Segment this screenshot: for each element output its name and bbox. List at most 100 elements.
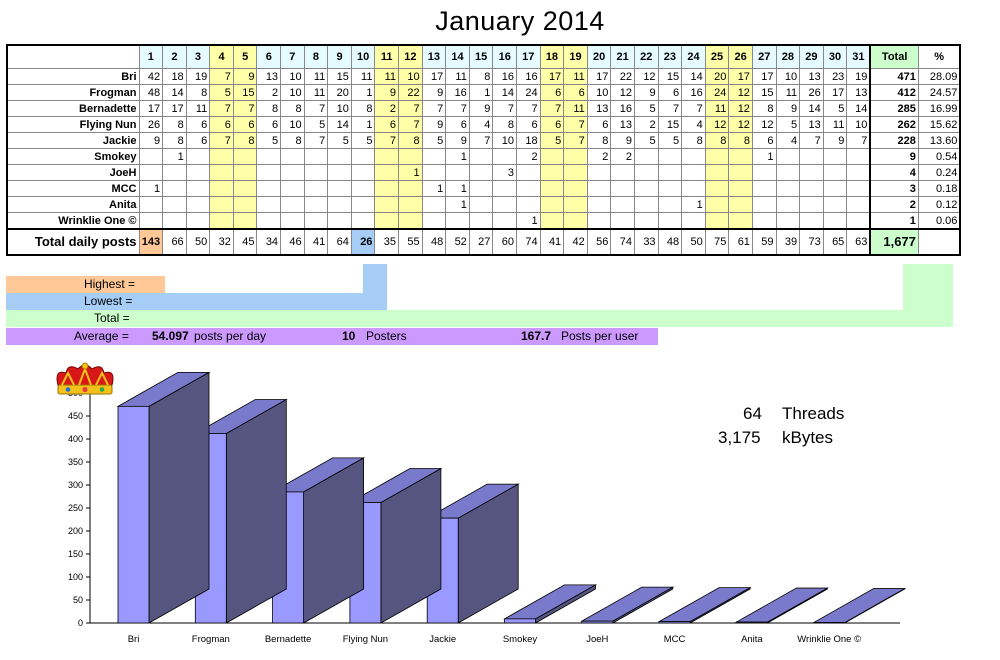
day-cell — [492, 212, 517, 230]
day-cell: 1 — [162, 148, 187, 165]
day-cell: 6 — [209, 116, 234, 133]
day-cell: 42 — [138, 68, 164, 85]
day-cell — [704, 180, 730, 197]
day-header: 29 — [799, 44, 824, 69]
day-header: 21 — [610, 44, 635, 69]
row-pct: 24.57 — [917, 84, 961, 101]
day-cell: 1 — [516, 212, 541, 230]
daily-total: 33 — [633, 228, 659, 256]
day-cell: 13 — [846, 84, 871, 101]
day-cell: 15 — [657, 68, 683, 85]
bar — [813, 622, 846, 624]
lowest-band: Lowest = — [6, 293, 387, 310]
day-header: 25 — [704, 44, 730, 69]
day-cell: 6 — [539, 84, 565, 101]
day-cell — [327, 148, 352, 165]
day-cell — [563, 196, 588, 213]
day-header: 12 — [398, 44, 423, 69]
bar — [736, 621, 768, 624]
day-cell: 2 — [256, 84, 282, 101]
day-cell: 9 — [374, 84, 400, 101]
day-header: 11 — [374, 44, 400, 69]
total-label: Total = — [94, 311, 130, 325]
day-cell: 13 — [610, 116, 635, 133]
day-cell — [799, 180, 824, 197]
day-cell — [492, 180, 517, 197]
total-row-label: Total daily posts — [6, 228, 140, 256]
day-cell — [421, 212, 447, 230]
day-cell — [539, 148, 565, 165]
day-cell: 48 — [138, 84, 164, 101]
day-cell — [303, 148, 329, 165]
y-tick-label: 300 — [68, 480, 83, 490]
day-cell — [704, 196, 730, 213]
day-cell — [138, 212, 164, 230]
day-cell — [633, 148, 659, 165]
day-cell: 10 — [280, 116, 305, 133]
day-cell — [516, 196, 541, 213]
day-header: 31 — [846, 44, 871, 69]
daily-total: 66 — [162, 228, 187, 256]
poster-name: Bri — [6, 68, 140, 85]
day-cell — [799, 212, 824, 230]
day-cell — [704, 164, 730, 181]
day-cell: 16 — [516, 68, 541, 85]
x-tick-label: Anita — [741, 634, 763, 645]
day-cell — [846, 164, 871, 181]
bar-side — [148, 371, 210, 624]
pct-header: % — [917, 44, 961, 69]
day-cell: 11 — [350, 68, 376, 85]
total-header: Total — [869, 44, 919, 69]
day-cell: 17 — [539, 68, 565, 85]
page-title: January 2014 — [435, 6, 605, 36]
day-cell: 4 — [775, 132, 801, 149]
day-cell — [657, 148, 683, 165]
day-cell — [232, 180, 258, 197]
day-header: 18 — [539, 44, 565, 69]
day-cell: 14 — [162, 84, 187, 101]
day-cell — [468, 148, 494, 165]
day-cell — [232, 164, 258, 181]
day-cell — [822, 164, 848, 181]
daily-total: 42 — [563, 228, 588, 256]
day-cell — [280, 148, 305, 165]
day-cell: 1 — [445, 148, 470, 165]
day-cell: 4 — [681, 116, 706, 133]
corner-cell — [6, 44, 140, 69]
day-cell — [516, 164, 541, 181]
day-cell — [327, 212, 352, 230]
day-cell — [728, 148, 753, 165]
day-cell — [610, 164, 635, 181]
day-cell: 15 — [751, 84, 777, 101]
pct-blank — [917, 228, 961, 256]
day-cell — [751, 164, 777, 181]
day-cell: 7 — [681, 100, 706, 117]
day-cell — [633, 164, 659, 181]
day-cell: 16 — [492, 68, 517, 85]
day-cell — [445, 164, 470, 181]
per-user-value: 167.7 — [521, 329, 552, 343]
bar — [117, 405, 150, 624]
row-pct: 13.60 — [917, 132, 961, 149]
day-header: 14 — [445, 44, 470, 69]
daily-total: 61 — [728, 228, 753, 256]
day-cell — [728, 196, 753, 213]
day-cell: 5 — [633, 100, 659, 117]
day-cell: 5 — [421, 132, 447, 149]
day-cell: 1 — [350, 116, 376, 133]
day-cell: 14 — [327, 116, 352, 133]
x-tick-label: Frogman — [192, 634, 230, 645]
row-pct: 0.06 — [917, 212, 961, 230]
day-cell — [209, 212, 234, 230]
day-cell: 12 — [728, 100, 753, 117]
day-cell — [185, 164, 211, 181]
day-cell: 11 — [303, 84, 329, 101]
daily-total: 46 — [280, 228, 305, 256]
day-cell — [350, 148, 376, 165]
day-cell — [327, 180, 352, 197]
row-pct: 0.18 — [917, 180, 961, 197]
day-cell — [280, 212, 305, 230]
poster-name: MCC — [6, 180, 140, 197]
grand-total: 1,677 — [869, 228, 919, 256]
day-cell: 12 — [704, 116, 730, 133]
